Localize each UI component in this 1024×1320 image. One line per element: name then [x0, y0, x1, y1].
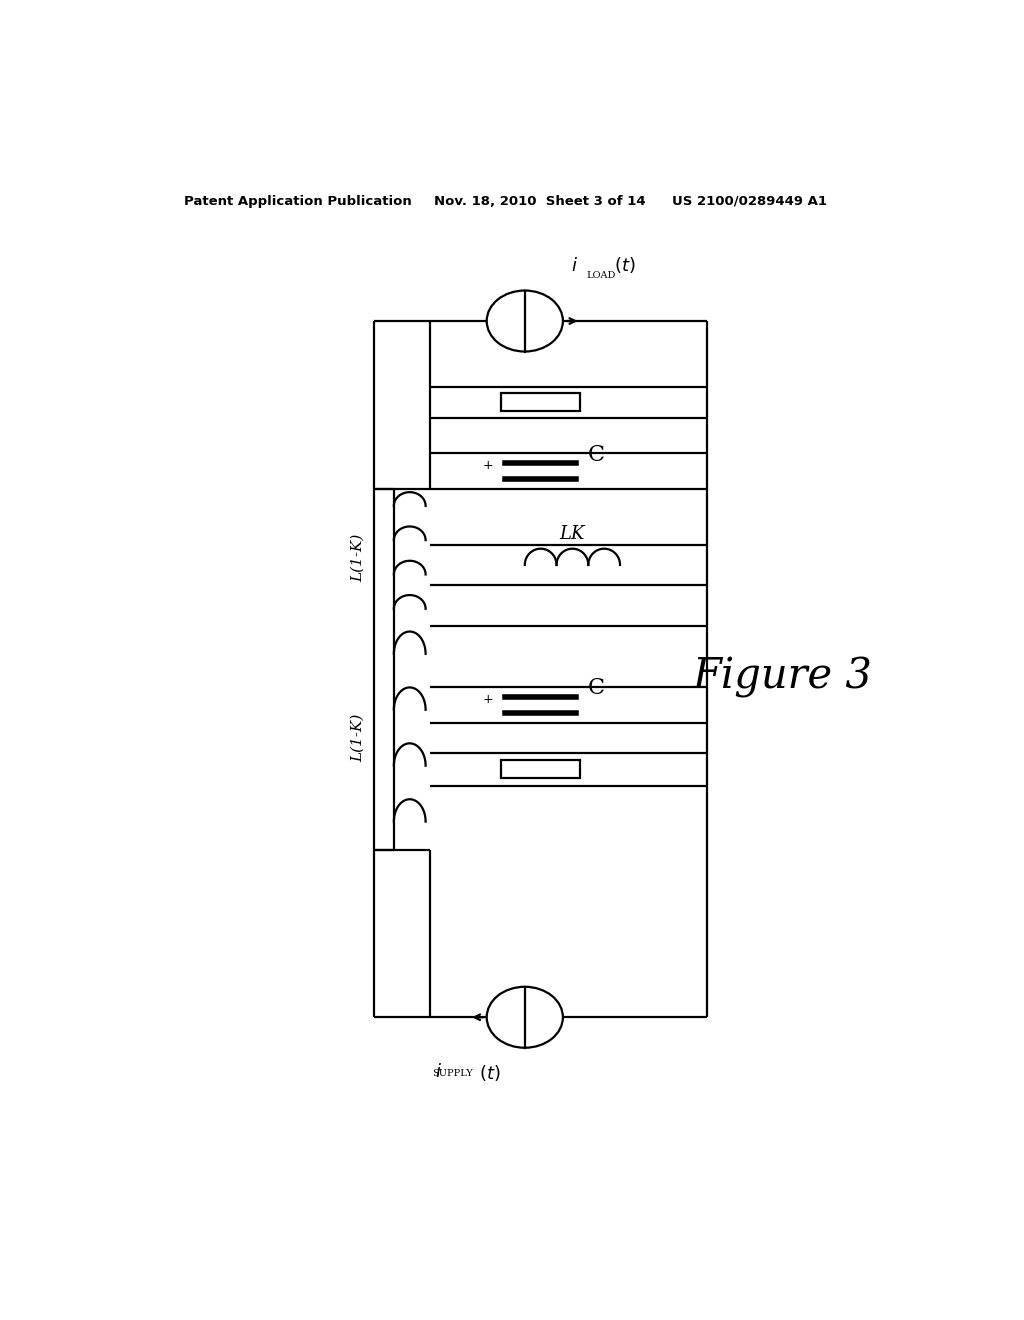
Text: L(1-K): L(1-K)	[351, 714, 366, 762]
Text: LOAD: LOAD	[587, 272, 616, 280]
Text: Patent Application Publication: Patent Application Publication	[183, 194, 412, 207]
Text: C: C	[588, 677, 605, 700]
Text: +: +	[482, 459, 493, 473]
Text: $(t)$: $(t)$	[479, 1063, 501, 1082]
Text: $i$: $i$	[434, 1063, 441, 1081]
Text: SUPPLY: SUPPLY	[432, 1069, 473, 1078]
Bar	[501, 760, 581, 779]
Text: Nov. 18, 2010  Sheet 3 of 14: Nov. 18, 2010 Sheet 3 of 14	[433, 194, 645, 207]
Text: L(1-K): L(1-K)	[351, 533, 366, 582]
Text: US 2100/0289449 A1: US 2100/0289449 A1	[672, 194, 826, 207]
Text: LK: LK	[560, 524, 585, 543]
Text: Figure 3: Figure 3	[693, 656, 872, 698]
Text: $(t)$: $(t)$	[614, 255, 636, 276]
Ellipse shape	[486, 987, 563, 1048]
Bar	[501, 393, 581, 412]
Text: $i$: $i$	[570, 257, 578, 276]
Text: C: C	[588, 444, 605, 466]
Text: +: +	[482, 693, 493, 706]
Ellipse shape	[486, 290, 563, 351]
